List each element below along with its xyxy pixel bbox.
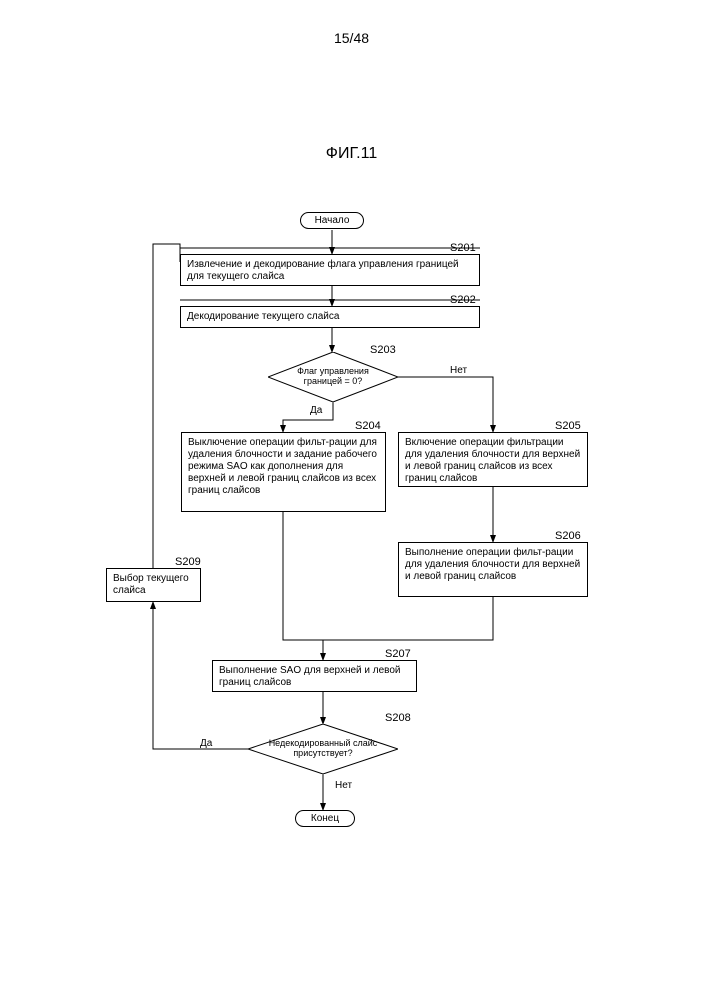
edge-s203-yes: Да [310,405,322,416]
edge-s203-no: Нет [450,365,467,376]
step-label-s201: S201 [450,242,476,254]
edge-s208-yes: Да [200,738,212,749]
step-label-s202: S202 [450,294,476,306]
figure-title: ФИГ.11 [326,145,377,163]
node-s207-text: Выполнение SAO для верхней и левой грани… [219,665,401,688]
node-s205-text: Включение операции фильтрации для удален… [405,437,580,484]
step-label-s205: S205 [555,420,581,432]
terminal-end: Конец [295,810,355,827]
node-s204: Выключение операции фильт-рации для удал… [181,432,386,512]
decision-s203: Флаг управления границей = 0? [268,352,398,402]
node-s202: Декодирование текущего слайса [180,306,480,328]
decision-s208-text: Недекодированный слайс присутствует? [268,739,378,759]
node-s207: Выполнение SAO для верхней и левой грани… [212,660,417,692]
node-s201-text: Извлечение и декодирование флага управле… [187,259,459,282]
node-s206: Выполнение операции фильт-рации для удал… [398,542,588,597]
step-label-s208: S208 [385,712,411,724]
page-number: 15/48 [334,30,369,46]
node-s206-text: Выполнение операции фильт-рации для удал… [405,547,580,582]
decision-s208: Недекодированный слайс присутствует? [248,724,398,774]
node-s209: Выбор текущего слайса [106,568,201,602]
node-s201: Извлечение и декодирование флага управле… [180,254,480,286]
terminal-start: Начало [300,212,364,229]
terminal-end-label: Конец [311,813,339,824]
node-s209-text: Выбор текущего слайса [113,573,189,596]
node-s202-text: Декодирование текущего слайса [187,311,339,322]
decision-s203-text: Флаг управления границей = 0? [288,367,378,387]
step-label-s207: S207 [385,648,411,660]
node-s204-text: Выключение операции фильт-рации для удал… [188,437,377,496]
terminal-start-label: Начало [315,215,350,226]
step-label-s206: S206 [555,530,581,542]
step-label-s204: S204 [355,420,381,432]
node-s205: Включение операции фильтрации для удален… [398,432,588,487]
edge-s208-no: Нет [335,780,352,791]
step-label-s209: S209 [175,556,201,568]
